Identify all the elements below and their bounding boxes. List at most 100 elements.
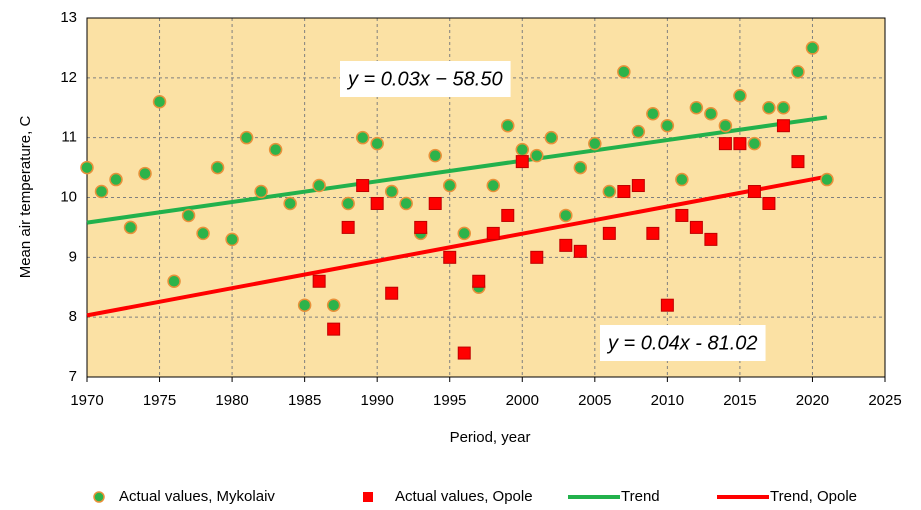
x-tick-label: 1985 bbox=[288, 392, 321, 409]
point bbox=[486, 226, 500, 240]
point bbox=[457, 346, 471, 360]
point bbox=[660, 118, 675, 133]
point bbox=[646, 226, 660, 240]
point bbox=[573, 244, 587, 258]
point bbox=[94, 184, 109, 199]
point bbox=[791, 65, 805, 79]
point bbox=[297, 298, 312, 312]
point bbox=[762, 101, 776, 115]
point bbox=[704, 232, 718, 246]
x-tick-label: 2010 bbox=[651, 392, 684, 409]
point bbox=[631, 124, 646, 139]
point bbox=[283, 196, 297, 211]
point bbox=[631, 179, 645, 193]
point bbox=[617, 65, 631, 79]
x-tick-label: 2020 bbox=[796, 392, 829, 409]
point bbox=[341, 196, 355, 211]
legend-label: Actual values, Opole bbox=[395, 488, 533, 505]
annotation-box bbox=[600, 325, 766, 361]
point bbox=[791, 155, 805, 169]
point bbox=[559, 238, 573, 252]
point bbox=[443, 250, 457, 264]
annotation-text: y = 0.04x - 81.02 bbox=[606, 332, 758, 354]
point bbox=[689, 101, 704, 115]
point bbox=[646, 106, 660, 121]
x-tick-label: 1990 bbox=[360, 392, 393, 409]
point bbox=[747, 136, 762, 151]
point bbox=[515, 155, 529, 169]
legend-label: Trend bbox=[621, 488, 660, 505]
point bbox=[820, 172, 834, 187]
point bbox=[326, 298, 341, 312]
legend-label: Actual values, Mykolaiv bbox=[119, 488, 275, 505]
point bbox=[384, 184, 399, 199]
point bbox=[472, 274, 486, 288]
point bbox=[733, 89, 747, 103]
point bbox=[327, 322, 341, 336]
annotation-box bbox=[340, 61, 511, 97]
point bbox=[776, 119, 790, 133]
point bbox=[675, 208, 689, 222]
x-tick-label: 1980 bbox=[215, 392, 248, 409]
point bbox=[617, 185, 631, 199]
point bbox=[660, 298, 674, 312]
point bbox=[501, 208, 515, 222]
point bbox=[254, 184, 268, 199]
point bbox=[109, 172, 123, 187]
point bbox=[805, 41, 820, 55]
point bbox=[602, 226, 616, 240]
point bbox=[573, 160, 588, 175]
point bbox=[370, 136, 384, 151]
x-tick-label: 2025 bbox=[868, 392, 901, 409]
x-tick-label: 1995 bbox=[433, 392, 466, 409]
y-tick-label: 7 bbox=[69, 368, 77, 385]
point bbox=[428, 196, 442, 210]
point bbox=[704, 106, 718, 121]
point bbox=[559, 208, 573, 223]
y-tick-label: 8 bbox=[69, 308, 77, 325]
point bbox=[268, 142, 283, 157]
point bbox=[747, 185, 761, 199]
point bbox=[501, 118, 515, 133]
y-tick-label: 9 bbox=[69, 248, 77, 265]
point bbox=[341, 220, 355, 234]
x-tick-label: 2005 bbox=[578, 392, 611, 409]
point bbox=[312, 178, 326, 193]
annotation: y = 0.03x − 58.50 bbox=[340, 61, 511, 97]
legend-swatch bbox=[93, 491, 105, 503]
point bbox=[181, 208, 196, 223]
point bbox=[225, 232, 239, 247]
point bbox=[733, 137, 747, 151]
annotation: y = 0.04x - 81.02 bbox=[600, 325, 766, 361]
y-tick-label: 11 bbox=[61, 129, 77, 146]
point bbox=[718, 137, 732, 151]
point bbox=[718, 118, 733, 133]
point bbox=[486, 178, 501, 193]
point bbox=[167, 274, 181, 289]
point bbox=[370, 196, 384, 210]
point bbox=[530, 250, 544, 264]
point bbox=[123, 220, 138, 235]
point bbox=[152, 95, 167, 109]
point bbox=[399, 196, 413, 211]
point bbox=[442, 178, 457, 193]
point bbox=[675, 172, 689, 187]
point bbox=[602, 184, 617, 199]
point bbox=[138, 166, 152, 181]
point bbox=[355, 130, 370, 145]
y-tick-label: 10 bbox=[60, 188, 77, 205]
trend-line bbox=[86, 115, 828, 225]
trend-line bbox=[86, 174, 828, 318]
point bbox=[776, 101, 791, 115]
point bbox=[428, 148, 442, 163]
point bbox=[414, 220, 428, 234]
point bbox=[356, 179, 370, 193]
y-axis-label: Mean air temperature, C bbox=[17, 116, 34, 279]
legend-swatch bbox=[363, 492, 373, 502]
x-tick-label: 2015 bbox=[723, 392, 756, 409]
legend-label: Trend, Opole bbox=[770, 488, 857, 505]
point bbox=[515, 142, 530, 157]
point bbox=[196, 226, 210, 241]
point bbox=[239, 130, 254, 145]
